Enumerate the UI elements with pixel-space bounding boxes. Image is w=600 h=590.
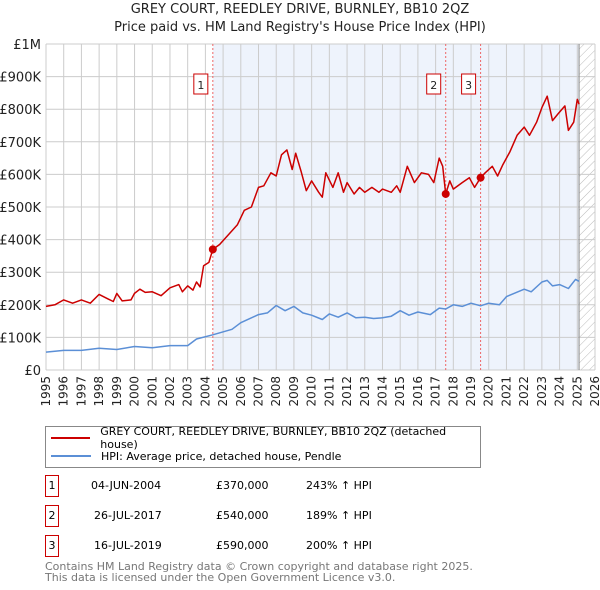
- marker-badge: [461, 73, 477, 95]
- y-tick-label: £500K: [0, 201, 41, 216]
- x-tick-label: 2010: [305, 376, 319, 407]
- x-tick-label: 1996: [57, 376, 71, 407]
- x-tick-label: 2002: [163, 376, 177, 407]
- transaction-date: 04-JUN-2004: [91, 479, 162, 492]
- x-tick-label: 2005: [216, 376, 230, 407]
- marker-label: 1: [197, 79, 204, 92]
- x-tick-label: 2013: [358, 376, 372, 407]
- marker-badge: [426, 73, 442, 95]
- transaction-price: £540,000: [216, 509, 269, 522]
- transaction-badge: 3: [45, 535, 59, 557]
- x-tick-label: 1997: [74, 376, 88, 407]
- x-tick-label: 2020: [482, 376, 496, 407]
- chart-title: GREY COURT, REEDLEY DRIVE, BURNLEY, BB10…: [130, 2, 470, 17]
- y-tick-label: £300K: [0, 266, 41, 281]
- x-tick-label: 2014: [375, 376, 389, 407]
- blue-line-swatch: [51, 455, 91, 457]
- y-tick-label: £1M: [13, 38, 41, 53]
- x-tick-label: 2026: [588, 376, 600, 407]
- legend-item-property: GREY COURT, REEDLEY DRIVE, BURNLEY, BB10…: [51, 425, 480, 451]
- y-tick-label: £100K: [0, 331, 41, 346]
- x-tick-label: 2022: [517, 376, 531, 407]
- x-tick-label: 2023: [535, 376, 549, 407]
- x-tick-label: 2019: [464, 376, 478, 407]
- legend-item-hpi: HPI: Average price, detached house, Pend…: [51, 448, 341, 464]
- legend-label: GREY COURT, REEDLEY DRIVE, BURNLEY, BB10…: [100, 425, 447, 451]
- marker-label: 3: [465, 79, 472, 92]
- x-tick-label: 1999: [110, 376, 124, 407]
- x-tick-label: 2006: [234, 376, 248, 407]
- x-tick-label: 2009: [287, 376, 301, 407]
- y-tick-label: £600K: [0, 168, 41, 183]
- copyright-text: Contains HM Land Registry data © Crown c…: [45, 560, 473, 573]
- x-tick-label: 2008: [269, 376, 283, 407]
- sale-point: [441, 189, 450, 198]
- x-tick-label: 2001: [145, 376, 159, 407]
- transaction-badge: 2: [45, 505, 59, 527]
- x-tick-label: 2024: [553, 376, 567, 407]
- transaction-date: 16-JUL-2019: [94, 539, 162, 552]
- x-tick-label: 2015: [393, 376, 407, 407]
- y-tick-label: £200K: [0, 299, 41, 314]
- x-tick-label: 2011: [322, 376, 336, 407]
- x-tick-label: 2004: [198, 376, 212, 407]
- transaction-date: 26-JUL-2017: [94, 509, 162, 522]
- sale-point: [476, 173, 485, 182]
- legend: GREY COURT, REEDLEY DRIVE, BURNLEY, BB10…: [45, 425, 481, 468]
- transaction-hpi: 189% ↑ HPI: [306, 509, 372, 522]
- x-tick-label: 1998: [92, 376, 106, 407]
- x-tick-label: 2018: [446, 376, 460, 407]
- x-tick-label: 2021: [499, 376, 513, 407]
- x-tick-label: 2017: [429, 376, 443, 407]
- transaction-hpi: 243% ↑ HPI: [306, 479, 372, 492]
- chart-subtitle: Price paid vs. HM Land Registry's House …: [114, 20, 486, 35]
- y-tick-label: £900K: [0, 71, 41, 86]
- transaction-row: 3 16-JUL-2019 £590,000 200% ↑ HPI: [45, 535, 545, 557]
- x-tick-label: 2012: [340, 376, 354, 407]
- property-price-line: [45, 95, 580, 308]
- x-tick-label: 2016: [411, 376, 425, 407]
- x-tick-label: 1995: [39, 376, 53, 407]
- x-tick-label: 2007: [252, 376, 266, 407]
- red-line-swatch: [51, 437, 91, 439]
- license-text: This data is licensed under the Open Gov…: [45, 571, 396, 584]
- marker-badge: [193, 73, 209, 95]
- hpi-line: [45, 278, 580, 353]
- price-chart: 1995 1996 1997 1998 1999 2000 2001 2002 2003 2004…: [0, 38, 600, 407]
- sale-point: [208, 245, 217, 254]
- y-tick-label: £0: [24, 364, 41, 379]
- x-tick-label: 2000: [128, 376, 142, 407]
- y-tick-label: £700K: [0, 136, 41, 151]
- x-tick-label: 2025: [570, 376, 584, 407]
- x-tick-label: 2003: [181, 376, 195, 407]
- transaction-badge: 1: [45, 475, 59, 497]
- transaction-hpi: 200% ↑ HPI: [306, 539, 372, 552]
- marker-label: 2: [430, 79, 437, 92]
- transaction-row: 2 26-JUL-2017 £540,000 189% ↑ HPI: [45, 505, 545, 527]
- footer: Contains HM Land Registry data © Crown c…: [45, 561, 473, 583]
- transaction-price: £590,000: [216, 539, 269, 552]
- legend-label: HPI: Average price, detached house, Pend…: [101, 449, 342, 463]
- transaction-price: £370,000: [216, 479, 269, 492]
- y-tick-label: £800K: [0, 103, 41, 118]
- transaction-row: 1 04-JUN-2004 £370,000 243% ↑ HPI: [45, 475, 545, 497]
- y-tick-label: £400K: [0, 234, 41, 249]
